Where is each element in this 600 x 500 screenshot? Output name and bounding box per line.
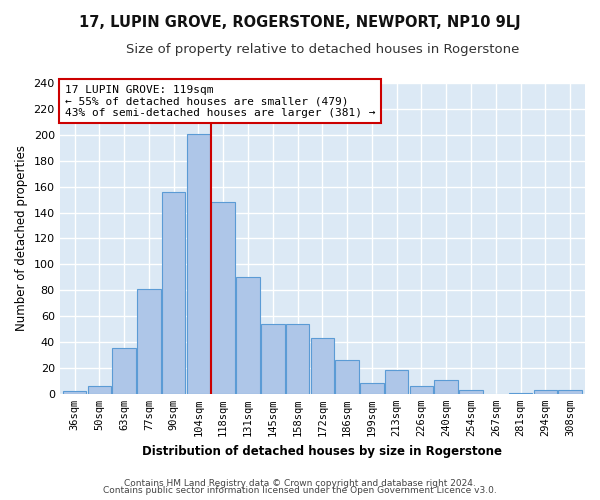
Bar — [162, 192, 185, 394]
Text: Contains HM Land Registry data © Crown copyright and database right 2024.: Contains HM Land Registry data © Crown c… — [124, 478, 476, 488]
Bar — [434, 380, 458, 394]
Bar — [459, 390, 483, 394]
Text: 17, LUPIN GROVE, ROGERSTONE, NEWPORT, NP10 9LJ: 17, LUPIN GROVE, ROGERSTONE, NEWPORT, NP… — [79, 15, 521, 30]
Bar — [187, 134, 210, 394]
Bar — [236, 278, 260, 394]
Bar — [311, 338, 334, 394]
Bar — [533, 390, 557, 394]
Bar — [286, 324, 310, 394]
Bar — [335, 360, 359, 394]
Bar — [261, 324, 284, 394]
Text: Contains public sector information licensed under the Open Government Licence v3: Contains public sector information licen… — [103, 486, 497, 495]
Bar — [112, 348, 136, 394]
Bar — [385, 370, 409, 394]
X-axis label: Distribution of detached houses by size in Rogerstone: Distribution of detached houses by size … — [142, 444, 502, 458]
Bar — [360, 384, 383, 394]
Y-axis label: Number of detached properties: Number of detached properties — [15, 146, 28, 332]
Title: Size of property relative to detached houses in Rogerstone: Size of property relative to detached ho… — [125, 42, 519, 56]
Text: 17 LUPIN GROVE: 119sqm
← 55% of detached houses are smaller (479)
43% of semi-de: 17 LUPIN GROVE: 119sqm ← 55% of detached… — [65, 84, 376, 118]
Bar — [559, 390, 582, 394]
Bar — [88, 386, 111, 394]
Bar — [63, 391, 86, 394]
Bar — [410, 386, 433, 394]
Bar — [137, 289, 161, 394]
Bar — [509, 392, 532, 394]
Bar — [211, 202, 235, 394]
